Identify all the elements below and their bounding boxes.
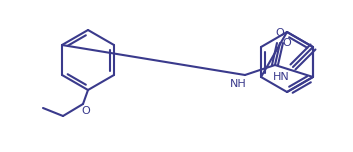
Text: NH: NH xyxy=(230,79,247,89)
Text: HN: HN xyxy=(273,72,290,82)
Text: O: O xyxy=(283,38,291,48)
Text: O: O xyxy=(276,28,285,38)
Text: O: O xyxy=(82,106,90,116)
